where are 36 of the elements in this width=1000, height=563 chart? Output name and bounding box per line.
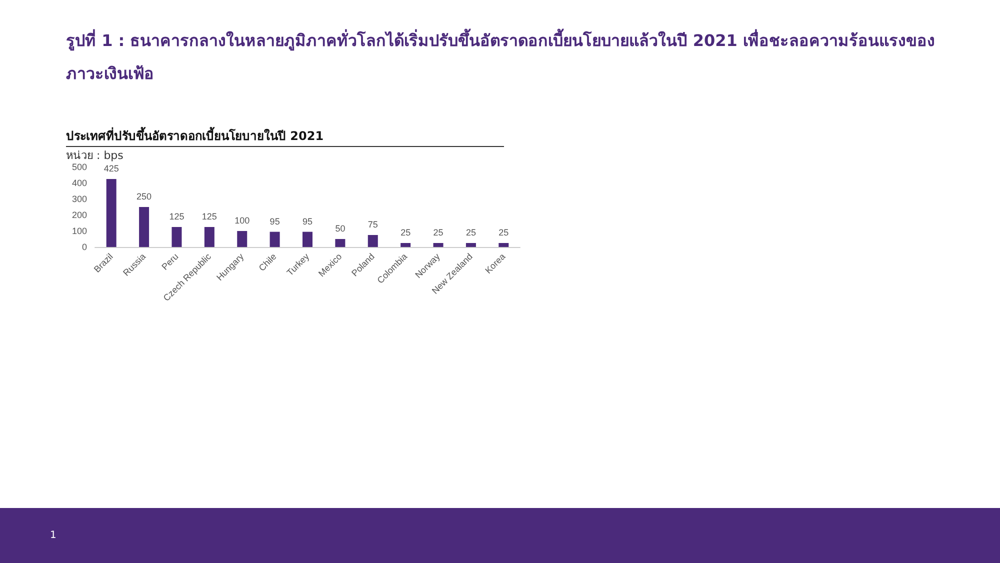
bar (237, 231, 248, 247)
data-label: 25 (433, 228, 444, 238)
bar (302, 232, 312, 247)
bar (433, 243, 444, 247)
data-label: 95 (302, 216, 313, 226)
data-label: 250 (136, 192, 152, 202)
data-label: 25 (466, 228, 476, 238)
data-label: 95 (270, 216, 280, 226)
y-tick-label: 100 (72, 226, 87, 236)
y-tick-label: 0 (82, 242, 87, 252)
bar (466, 243, 476, 247)
y-axis-title: หน่วย : bps (66, 148, 124, 164)
y-tick-label: 500 (72, 162, 87, 172)
text: 1 (50, 530, 56, 541)
y-tick-label: 200 (72, 210, 87, 220)
y-tick-label: 300 (72, 194, 87, 204)
bar (139, 207, 150, 247)
bar (172, 227, 182, 247)
bar (368, 235, 378, 247)
chart-title: รูปที่ 1 : ธนาคารกลางในหลายภูมิภาคทั่วโลกได้เริ่มปรับขึ้นอัตราดอกเบี้ยนโยบายแล้วในปี 2021 เพื่อชะลอความร้อนแรงของภาวะเงินเฟ้อ (66, 28, 936, 85)
data-label: 75 (368, 220, 378, 230)
y-tick-label: 400 (72, 178, 87, 188)
data-label: 25 (400, 228, 411, 238)
bar (335, 239, 346, 247)
data-label: 125 (202, 212, 217, 222)
bar (498, 243, 509, 247)
data-label: 125 (169, 212, 184, 222)
data-label: 100 (234, 216, 250, 226)
bar (400, 243, 411, 247)
data-label: 25 (498, 228, 509, 238)
data-label: 425 (104, 164, 119, 174)
chart-subtitle: ประเทศที่ปรับขึ้นอัตราดอกเบี้ยนโยบายในปี 2021 (66, 126, 504, 147)
bar (204, 227, 214, 247)
bar (270, 232, 280, 247)
bar (106, 179, 116, 247)
data-label: 50 (335, 224, 346, 234)
